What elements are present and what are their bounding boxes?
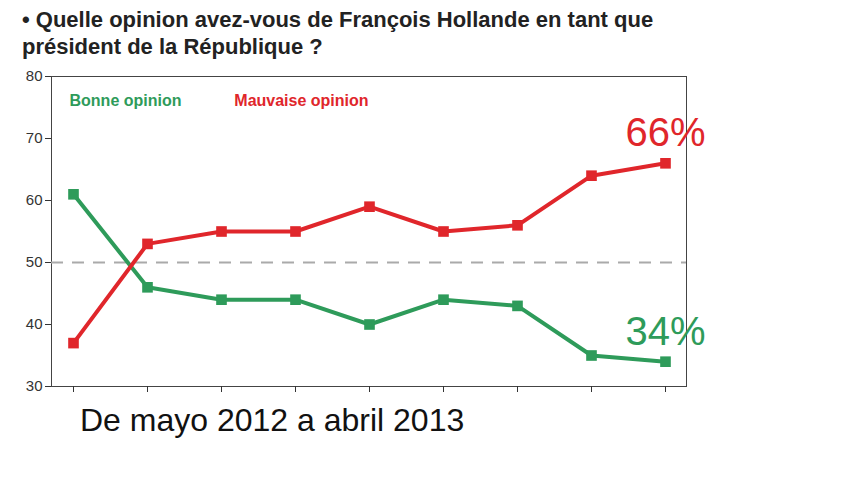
svg-text:40: 40	[26, 315, 43, 332]
svg-text:60: 60	[26, 191, 43, 208]
svg-text:50: 50	[26, 253, 43, 270]
svg-text:30: 30	[26, 377, 43, 394]
html-text:De mayo 2012 a abril 2013: De mayo 2012 a abril 2013	[80, 402, 465, 438]
html-text:• Quelle opinion avez-vous de: • Quelle opinion avez-vous de François H…	[22, 7, 654, 59]
svg-text:34%: 34%	[625, 309, 705, 353]
svg-text:80: 80	[26, 67, 43, 84]
svg-text:Mauvaise opinion: Mauvaise opinion	[234, 92, 368, 109]
svg-text:Bonne opinion: Bonne opinion	[70, 92, 182, 109]
svg-text:66%: 66%	[625, 110, 705, 154]
svg-text:70: 70	[26, 129, 43, 146]
